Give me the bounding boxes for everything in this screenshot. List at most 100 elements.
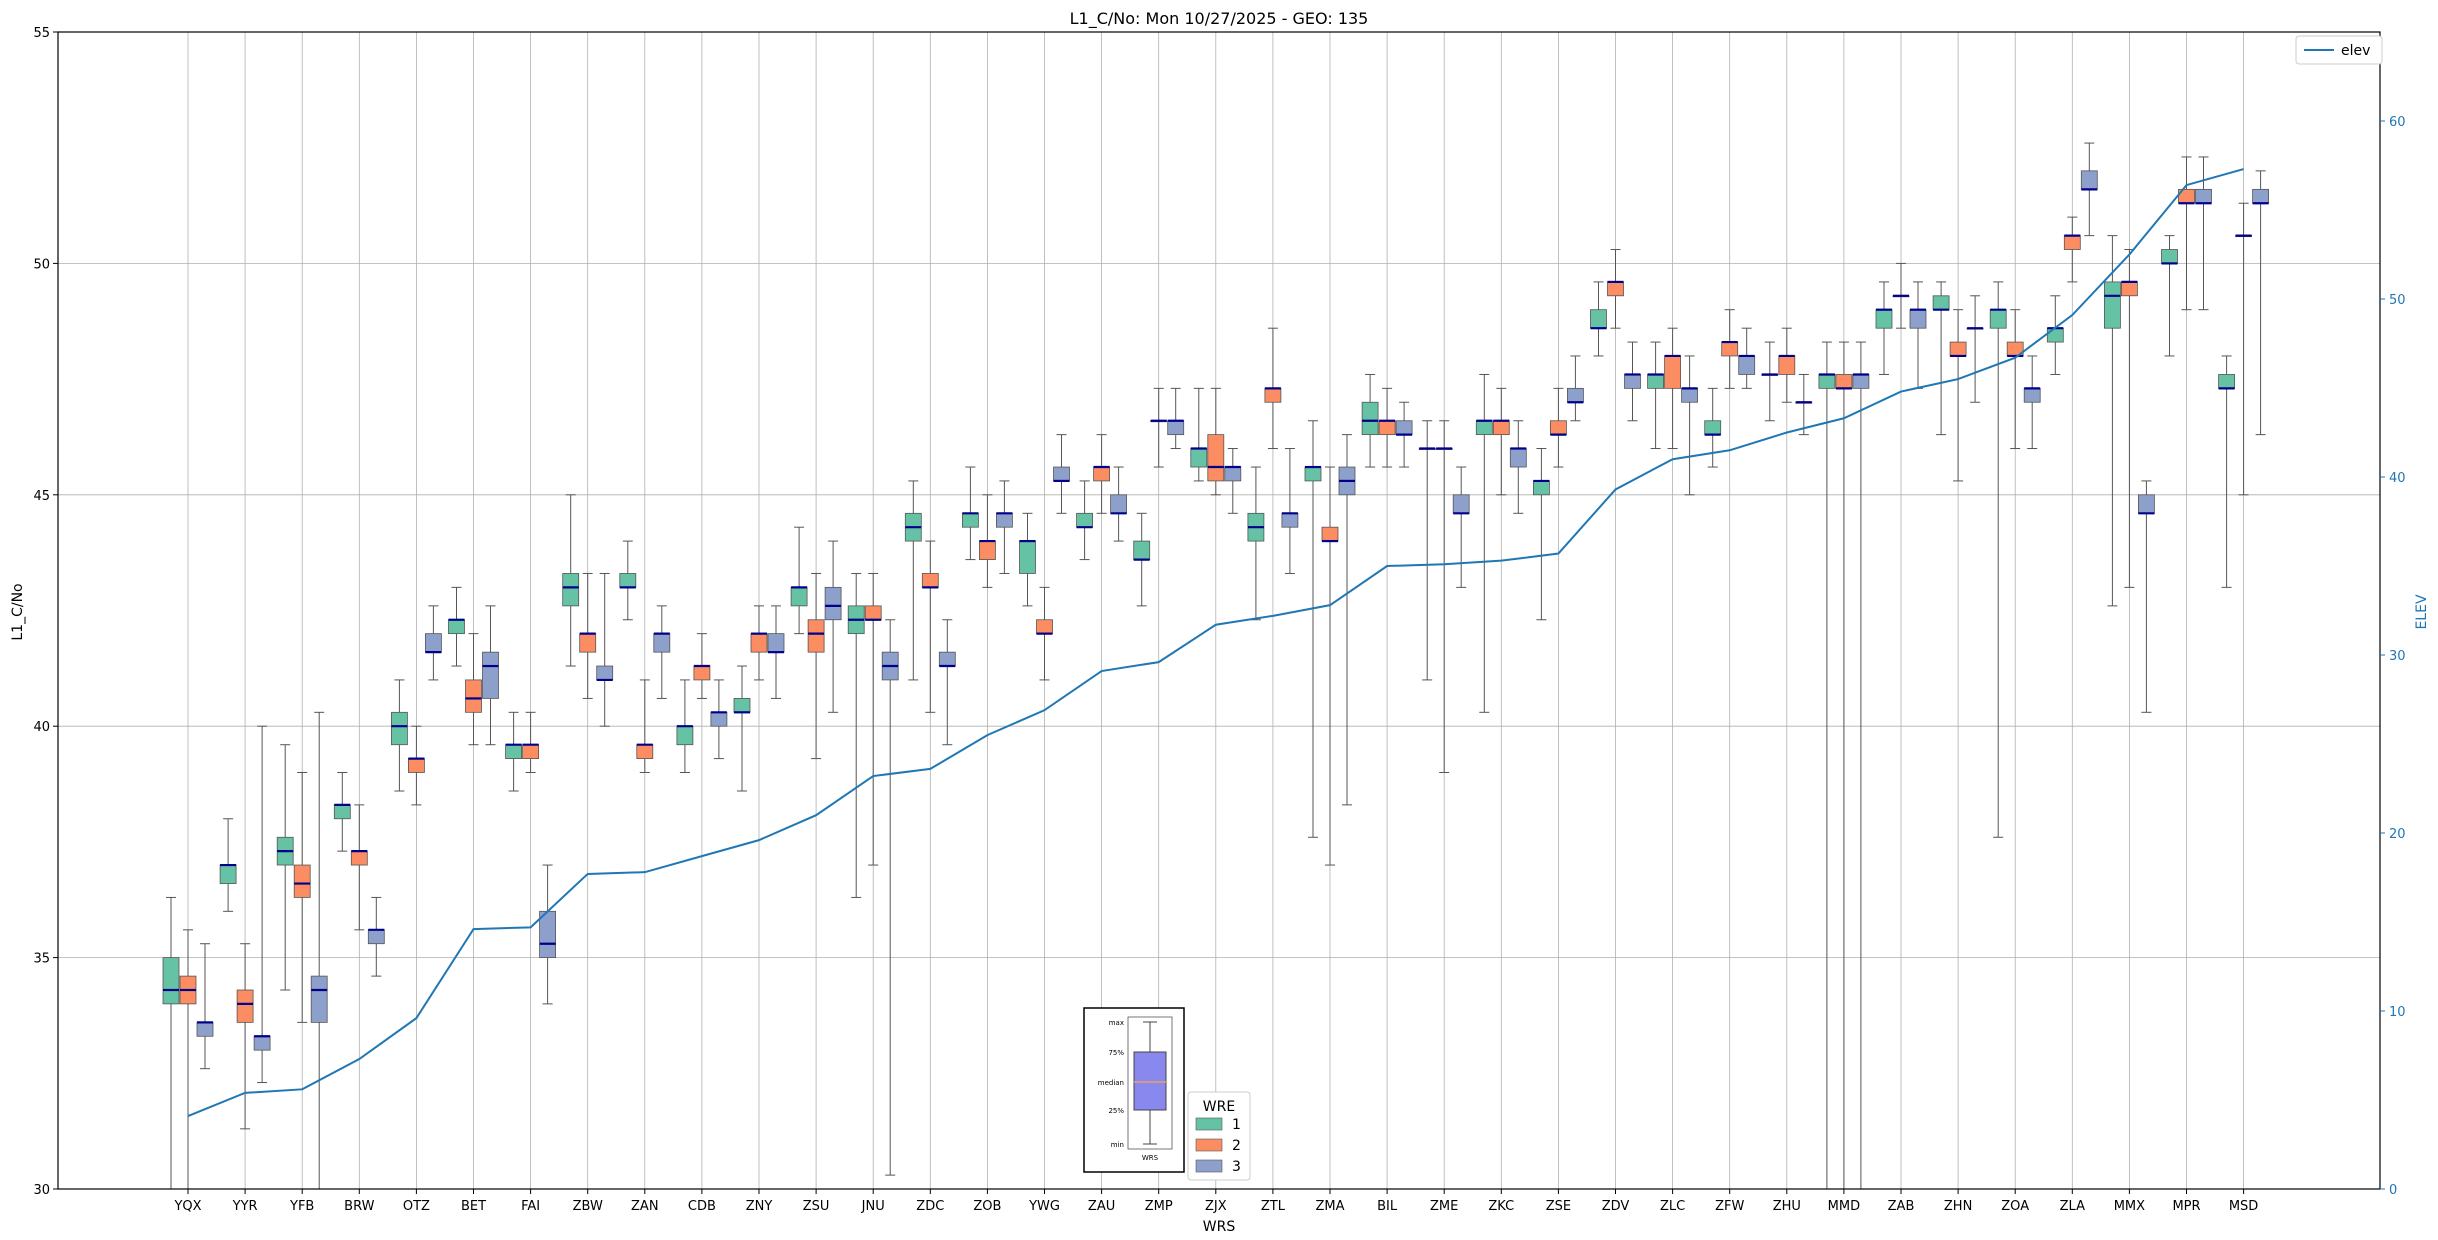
box-plot-msd-wre3: [2252, 170, 2270, 436]
box-plot-zhu-wre2: [1778, 327, 1796, 403]
box-iqr: [596, 665, 614, 681]
x-tick-label: ZLA: [2060, 1199, 2085, 1214]
box-plot-zdv-wre2: [1607, 249, 1624, 329]
box-iqr: [750, 633, 768, 653]
box-iqr: [1378, 420, 1396, 436]
x-tick-label: MSD: [2229, 1199, 2258, 1214]
box-plot-zfw-wre1: [1704, 387, 1722, 468]
elev-legend-label: elev: [2341, 43, 2370, 59]
box-iqr: [864, 605, 882, 621]
box-plot-yyr-wre1: [219, 818, 237, 912]
box-plot-zny-wre1: [733, 665, 751, 792]
box-plot-brw-wre1: [333, 771, 351, 852]
box-plot-mmd-wre1: [1818, 341, 1836, 1190]
y-tick-label: 30: [33, 1183, 50, 1198]
box-iqr: [1019, 540, 1036, 574]
box-plot-zjx-wre3: [1224, 448, 1242, 514]
box-plot-zmp-wre2: [1150, 387, 1168, 468]
box-plot-zlc-wre2: [1664, 327, 1681, 450]
box-iqr: [2137, 494, 2155, 514]
wre-legend-items: 1 2 3: [1195, 1117, 1241, 1175]
box-plot-fai-wre2: [522, 711, 539, 773]
wre-legend-swatch: [1195, 1159, 1223, 1173]
box-iqr: [293, 864, 311, 898]
box-plot-bet-wre1: [448, 586, 465, 667]
box-plot-mmx-wre3: [2137, 480, 2155, 713]
x-tick-label: ZDC: [916, 1199, 944, 1214]
box-iqr: [1590, 309, 1607, 329]
box-iqr: [1509, 448, 1527, 468]
box-plot-bet-wre3: [482, 605, 499, 746]
box-iqr: [1875, 309, 1893, 329]
box-plot-zse-wre1: [1533, 448, 1550, 621]
box-iqr: [2080, 170, 2098, 190]
box-plot-bil-wre2: [1378, 387, 1396, 468]
box-plot-zhn-wre2: [1949, 309, 1967, 482]
box-iqr: [1647, 374, 1664, 389]
plot-frame: [57, 31, 2381, 1190]
x-tick-label: YQX: [173, 1199, 201, 1214]
box-plot-ztl-wre2: [1264, 327, 1282, 450]
x-tick-label: ZSU: [803, 1199, 830, 1214]
key-label: min: [1111, 1141, 1124, 1149]
box-iqr: [1681, 387, 1698, 403]
box-plot-zoa-wre2: [2006, 309, 2024, 450]
box-plot-cdb-wre1: [676, 679, 694, 773]
box-iqr: [1053, 466, 1070, 482]
box-iqr: [522, 744, 539, 759]
y2-tick-label: 60: [2389, 115, 2406, 130]
x-tick-label: ZJX: [1205, 1199, 1227, 1214]
box-plot-msd-wre1: [2218, 355, 2236, 588]
box-plot-zsu-wre1: [790, 526, 808, 635]
box-iqr: [1852, 374, 1870, 389]
box-iqr: [505, 744, 523, 759]
box-plot-yyr-wre2: [236, 943, 254, 1130]
box-iqr: [710, 711, 728, 727]
box-iqr: [1207, 434, 1225, 482]
y-axis-right: 0 10 20 30 40 50 60: [2380, 115, 2406, 1198]
box-plot-zbw-wre3: [596, 572, 614, 727]
box-plot-zau-wre3: [1110, 466, 1127, 542]
box-plot-zhn-wre1: [1932, 281, 1950, 436]
box-iqr: [1738, 355, 1756, 375]
x-tick-label: ZAN: [631, 1199, 659, 1214]
y-tick-label: 50: [33, 257, 50, 272]
box-iqr: [579, 633, 597, 653]
box-plot-zhn-wre3: [1966, 295, 1984, 403]
box-plot-cdb-wre3: [710, 679, 728, 760]
x-tick-label: ZMP: [1145, 1199, 1173, 1214]
box-plot-zme-wre3: [1452, 466, 1470, 588]
box-iqr: [1550, 420, 1567, 436]
box-iqr: [767, 633, 785, 653]
box-plot-zau-wre2: [1093, 434, 1110, 514]
box-plot-zdc-wre3: [938, 619, 956, 746]
box-iqr: [1818, 374, 1836, 389]
box-plot-zab-wre2: [1892, 262, 1910, 329]
box-iqr: [390, 711, 408, 746]
box-plot-zsu-wre2: [807, 572, 825, 760]
box-plot-zny-wre3: [767, 605, 785, 699]
box-plot-yqx-wre3: [196, 943, 214, 1070]
box-plot-zoa-wre3: [2023, 355, 2041, 450]
box-plot-zhu-wre3: [1795, 373, 1813, 436]
x-tick-label: ZAU: [1088, 1199, 1115, 1214]
x-tick-label: ZDV: [1602, 1199, 1630, 1214]
x-tick-label: ZHU: [1773, 1199, 1801, 1214]
key-label: median: [1098, 1079, 1124, 1087]
elev-line: [187, 168, 2244, 1117]
box-iqr: [676, 725, 694, 746]
box-iqr: [482, 651, 499, 699]
box-plot-zkc-wre3: [1509, 420, 1527, 514]
x-tick-label: FAI: [521, 1199, 540, 1214]
box-plot-zse-wre3: [1567, 355, 1584, 422]
box-plot-zdv-wre3: [1624, 341, 1641, 422]
box-iqr: [1607, 281, 1624, 297]
box-iqr: [693, 665, 711, 681]
y2-tick-label: 30: [2389, 649, 2406, 664]
box-plot-zob-wre3: [996, 480, 1013, 574]
box-plot-zfw-wre2: [1721, 309, 1739, 389]
box-iqr: [653, 633, 671, 653]
box-plot-zan-wre3: [653, 605, 671, 699]
box-iqr: [1835, 374, 1853, 389]
box-iqr: [1281, 512, 1299, 528]
